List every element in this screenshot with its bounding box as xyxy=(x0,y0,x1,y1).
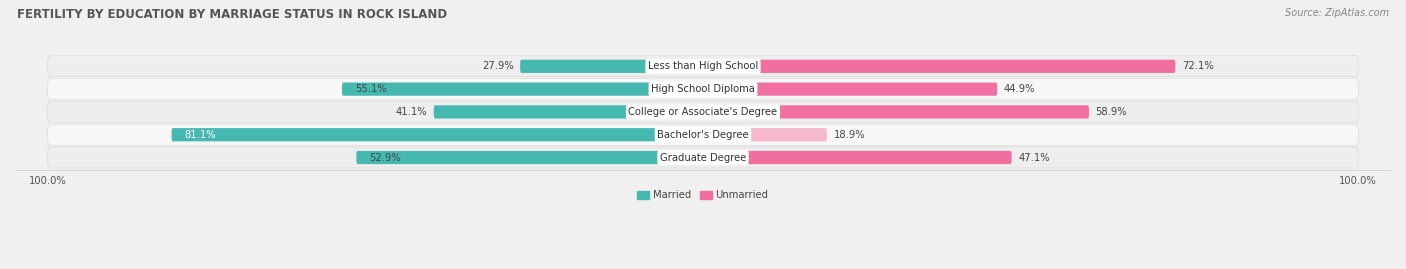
FancyBboxPatch shape xyxy=(703,60,1175,73)
Text: College or Associate's Degree: College or Associate's Degree xyxy=(628,107,778,117)
FancyBboxPatch shape xyxy=(48,101,1358,122)
FancyBboxPatch shape xyxy=(342,83,703,96)
Text: Less than High School: Less than High School xyxy=(648,61,758,71)
FancyBboxPatch shape xyxy=(703,105,1088,119)
Text: 41.1%: 41.1% xyxy=(395,107,427,117)
FancyBboxPatch shape xyxy=(48,56,1358,77)
Text: FERTILITY BY EDUCATION BY MARRIAGE STATUS IN ROCK ISLAND: FERTILITY BY EDUCATION BY MARRIAGE STATU… xyxy=(17,8,447,21)
Text: 55.1%: 55.1% xyxy=(356,84,387,94)
Text: 72.1%: 72.1% xyxy=(1182,61,1213,71)
Text: 81.1%: 81.1% xyxy=(184,130,217,140)
FancyBboxPatch shape xyxy=(433,105,703,119)
Text: High School Diploma: High School Diploma xyxy=(651,84,755,94)
FancyBboxPatch shape xyxy=(48,147,1358,168)
Text: 47.1%: 47.1% xyxy=(1018,153,1050,162)
Text: Source: ZipAtlas.com: Source: ZipAtlas.com xyxy=(1285,8,1389,18)
Text: 18.9%: 18.9% xyxy=(834,130,865,140)
FancyBboxPatch shape xyxy=(703,151,1012,164)
FancyBboxPatch shape xyxy=(48,124,1358,145)
Text: Graduate Degree: Graduate Degree xyxy=(659,153,747,162)
FancyBboxPatch shape xyxy=(356,151,703,164)
FancyBboxPatch shape xyxy=(703,83,997,96)
Legend: Married, Unmarried: Married, Unmarried xyxy=(633,186,773,204)
Text: 58.9%: 58.9% xyxy=(1095,107,1128,117)
FancyBboxPatch shape xyxy=(48,79,1358,100)
FancyBboxPatch shape xyxy=(703,128,827,141)
Text: 27.9%: 27.9% xyxy=(482,61,513,71)
FancyBboxPatch shape xyxy=(520,60,703,73)
Text: Bachelor's Degree: Bachelor's Degree xyxy=(657,130,749,140)
FancyBboxPatch shape xyxy=(172,128,703,141)
Text: 52.9%: 52.9% xyxy=(370,153,401,162)
Text: 44.9%: 44.9% xyxy=(1004,84,1035,94)
